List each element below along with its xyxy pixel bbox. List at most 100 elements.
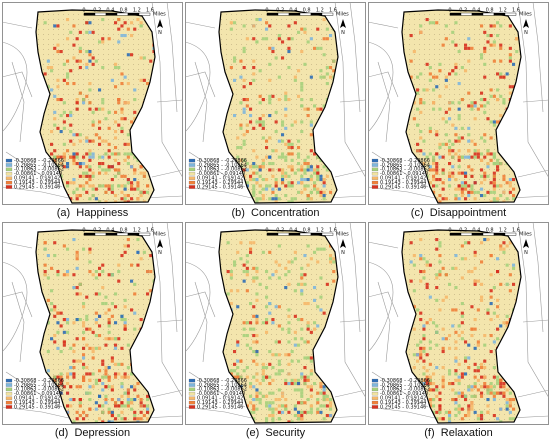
grid-dot	[301, 149, 302, 150]
grid-dot	[108, 159, 109, 160]
grid-dot	[454, 119, 455, 120]
hotspot-cell	[75, 59, 79, 63]
road-line	[188, 151, 246, 188]
hotspot-cell	[245, 168, 249, 172]
grid-dot	[113, 319, 114, 320]
scale-tick-label: 0.8	[303, 8, 311, 14]
grid-dot	[78, 274, 79, 275]
hotspot-cell	[268, 24, 272, 28]
grid-dot	[58, 269, 59, 270]
hotspot-cell	[85, 62, 89, 66]
grid-dot	[48, 349, 49, 350]
grid-dot	[138, 69, 139, 70]
hotspot-cell	[284, 194, 288, 198]
hotspot-cell	[454, 62, 458, 66]
grid-dot	[38, 19, 39, 20]
grid-dot	[454, 19, 455, 20]
grid-dot	[241, 39, 242, 40]
grid-dot	[43, 244, 44, 245]
hotspot-cell	[300, 130, 304, 134]
grid-dot	[118, 159, 119, 160]
hotspot-cell	[483, 98, 487, 102]
hotspot-cell	[444, 75, 448, 79]
grid-dot	[118, 109, 119, 110]
hotspot-cell	[416, 142, 420, 146]
hotspot-cell	[428, 21, 432, 25]
road-line	[517, 2, 549, 179]
hotspot-cell	[284, 107, 288, 111]
hotspot-cell	[117, 123, 121, 127]
grid-dot	[439, 49, 440, 50]
hotspot-cell	[322, 181, 326, 185]
grid-dot	[98, 194, 99, 195]
legend-swatch	[371, 180, 379, 185]
grid-dot	[123, 174, 124, 175]
grid-dot	[474, 159, 475, 160]
legend-swatch	[188, 172, 196, 176]
hotspot-cell	[53, 110, 57, 114]
grid-dot	[424, 109, 425, 110]
grid-dot	[449, 189, 450, 190]
grid-dot	[469, 34, 470, 35]
hotspot-cell	[438, 62, 442, 66]
hotspot-cell	[114, 146, 118, 150]
hotspot-cell	[297, 69, 301, 73]
hotspot-cell	[281, 123, 285, 127]
hotspot-cell	[309, 149, 313, 153]
grid-dot	[484, 59, 485, 60]
hotspot-cell	[101, 139, 105, 143]
hotspot-cell	[255, 120, 259, 124]
hotspot-cell	[473, 104, 477, 108]
grid-dot	[98, 74, 99, 75]
hotspot-cell	[313, 104, 317, 108]
grid-dot	[429, 164, 430, 165]
grid-dot	[43, 269, 44, 270]
grid-dot	[429, 124, 430, 125]
grid-dot	[123, 144, 124, 145]
hotspot-cell	[329, 75, 333, 79]
grid-dot	[108, 269, 109, 270]
hotspot-cell	[123, 75, 127, 79]
grid-dot	[236, 49, 237, 50]
hotspot-cell	[268, 98, 272, 102]
hotspot-cell	[117, 40, 121, 44]
hotspot-cell	[435, 197, 439, 201]
hotspot-cell	[297, 30, 301, 34]
grid-dot	[123, 399, 124, 400]
grid-dot	[236, 14, 237, 15]
hotspot-cell	[457, 114, 461, 118]
grid-dot	[83, 344, 84, 345]
grid-dot	[63, 394, 64, 395]
grid-dot	[63, 324, 64, 325]
grid-dot	[504, 39, 505, 40]
hotspot-cell	[438, 107, 442, 111]
grid-dot	[499, 94, 500, 95]
grid-dot	[53, 314, 54, 315]
grid-dot	[83, 109, 84, 110]
hotspot-cell	[287, 200, 291, 203]
grid-dot	[98, 29, 99, 30]
grid-dot	[88, 279, 89, 280]
hotspot-cell	[142, 190, 146, 194]
grid-dot	[68, 244, 69, 245]
hotspot-cell	[451, 174, 455, 178]
grid-dot	[251, 164, 252, 165]
hotspot-cell	[104, 200, 108, 203]
grid-dot	[133, 59, 134, 60]
grid-dot	[474, 49, 475, 50]
grid-dot	[509, 69, 510, 70]
grid-dot	[53, 354, 54, 355]
grid-dot	[306, 69, 307, 70]
grid-dot	[276, 84, 277, 85]
grid-dot	[484, 34, 485, 35]
grid-dot	[321, 39, 322, 40]
grid-dot	[444, 29, 445, 30]
grid-dot	[236, 149, 237, 150]
grid-dot	[68, 334, 69, 335]
grid-dot	[53, 104, 54, 105]
hotspot-cell	[309, 178, 313, 182]
grid-dot	[429, 39, 430, 40]
hotspot-cell	[448, 107, 452, 111]
grid-dot	[63, 294, 64, 295]
hotspot-cell	[287, 184, 291, 188]
